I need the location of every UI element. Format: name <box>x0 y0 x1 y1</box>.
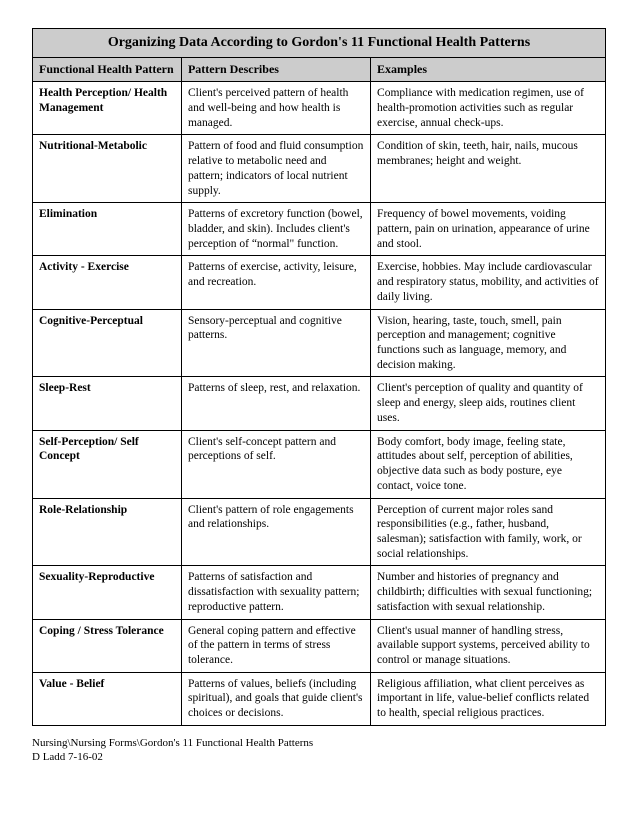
cell-pattern: Value - Belief <box>33 672 182 725</box>
cell-examples: Body comfort, body image, feeling state,… <box>371 430 606 498</box>
cell-describes: Patterns of values, beliefs (including s… <box>181 672 370 725</box>
cell-examples: Compliance with medication regimen, use … <box>371 82 606 135</box>
table-title-row: Organizing Data According to Gordon's 11… <box>33 29 606 58</box>
cell-examples: Client's usual manner of handling stress… <box>371 619 606 672</box>
table-row: Value - BeliefPatterns of values, belief… <box>33 672 606 725</box>
cell-pattern: Sexuality-Reproductive <box>33 566 182 619</box>
cell-describes: Patterns of exercise, activity, leisure,… <box>181 256 370 309</box>
cell-describes: Client's pattern of role engagements and… <box>181 498 370 566</box>
cell-pattern: Nutritional-Metabolic <box>33 135 182 203</box>
footer-author-date: D Ladd 7-16-02 <box>32 750 606 764</box>
cell-pattern: Elimination <box>33 203 182 256</box>
cell-pattern: Health Perception/ Health Management <box>33 82 182 135</box>
cell-describes: Sensory-perceptual and cognitive pattern… <box>181 309 370 377</box>
cell-pattern: Coping / Stress Tolerance <box>33 619 182 672</box>
cell-examples: Religious affiliation, what client perce… <box>371 672 606 725</box>
table-row: Cognitive-PerceptualSensory-perceptual a… <box>33 309 606 377</box>
cell-describes: Client's perceived pattern of health and… <box>181 82 370 135</box>
table-row: Sleep-RestPatterns of sleep, rest, and r… <box>33 377 606 430</box>
cell-describes: Patterns of satisfaction and dissatisfac… <box>181 566 370 619</box>
table-row: Self-Perception/ Self ConceptClient's se… <box>33 430 606 498</box>
table-row: Sexuality-ReproductivePatterns of satisf… <box>33 566 606 619</box>
cell-describes: Client's self-concept pattern and percep… <box>181 430 370 498</box>
col-header-examples: Examples <box>371 57 606 81</box>
cell-pattern: Self-Perception/ Self Concept <box>33 430 182 498</box>
cell-pattern: Activity - Exercise <box>33 256 182 309</box>
cell-examples: Vision, hearing, taste, touch, smell, pa… <box>371 309 606 377</box>
cell-pattern: Role-Relationship <box>33 498 182 566</box>
table-header-row: Functional Health Pattern Pattern Descri… <box>33 57 606 81</box>
table-row: Role-RelationshipClient's pattern of rol… <box>33 498 606 566</box>
cell-pattern: Cognitive-Perceptual <box>33 309 182 377</box>
cell-describes: Pattern of food and fluid consumption re… <box>181 135 370 203</box>
cell-examples: Condition of skin, teeth, hair, nails, m… <box>371 135 606 203</box>
cell-pattern: Sleep-Rest <box>33 377 182 430</box>
col-header-pattern: Functional Health Pattern <box>33 57 182 81</box>
footer-path: Nursing\Nursing Forms\Gordon's 11 Functi… <box>32 736 606 750</box>
cell-examples: Client's perception of quality and quant… <box>371 377 606 430</box>
table-row: Coping / Stress ToleranceGeneral coping … <box>33 619 606 672</box>
cell-examples: Frequency of bowel movements, voiding pa… <box>371 203 606 256</box>
table-row: EliminationPatterns of excretory functio… <box>33 203 606 256</box>
table-row: Health Perception/ Health ManagementClie… <box>33 82 606 135</box>
cell-describes: General coping pattern and effective of … <box>181 619 370 672</box>
cell-describes: Patterns of excretory function (bowel, b… <box>181 203 370 256</box>
health-patterns-table: Organizing Data According to Gordon's 11… <box>32 28 606 726</box>
cell-examples: Number and histories of pregnancy and ch… <box>371 566 606 619</box>
table-row: Activity - ExercisePatterns of exercise,… <box>33 256 606 309</box>
table-row: Nutritional-MetabolicPattern of food and… <box>33 135 606 203</box>
page-footer: Nursing\Nursing Forms\Gordon's 11 Functi… <box>32 736 606 765</box>
cell-examples: Exercise, hobbies. May include cardiovas… <box>371 256 606 309</box>
cell-examples: Perception of current major roles sand r… <box>371 498 606 566</box>
cell-describes: Patterns of sleep, rest, and relaxation. <box>181 377 370 430</box>
table-title: Organizing Data According to Gordon's 11… <box>33 29 606 58</box>
col-header-describes: Pattern Describes <box>181 57 370 81</box>
